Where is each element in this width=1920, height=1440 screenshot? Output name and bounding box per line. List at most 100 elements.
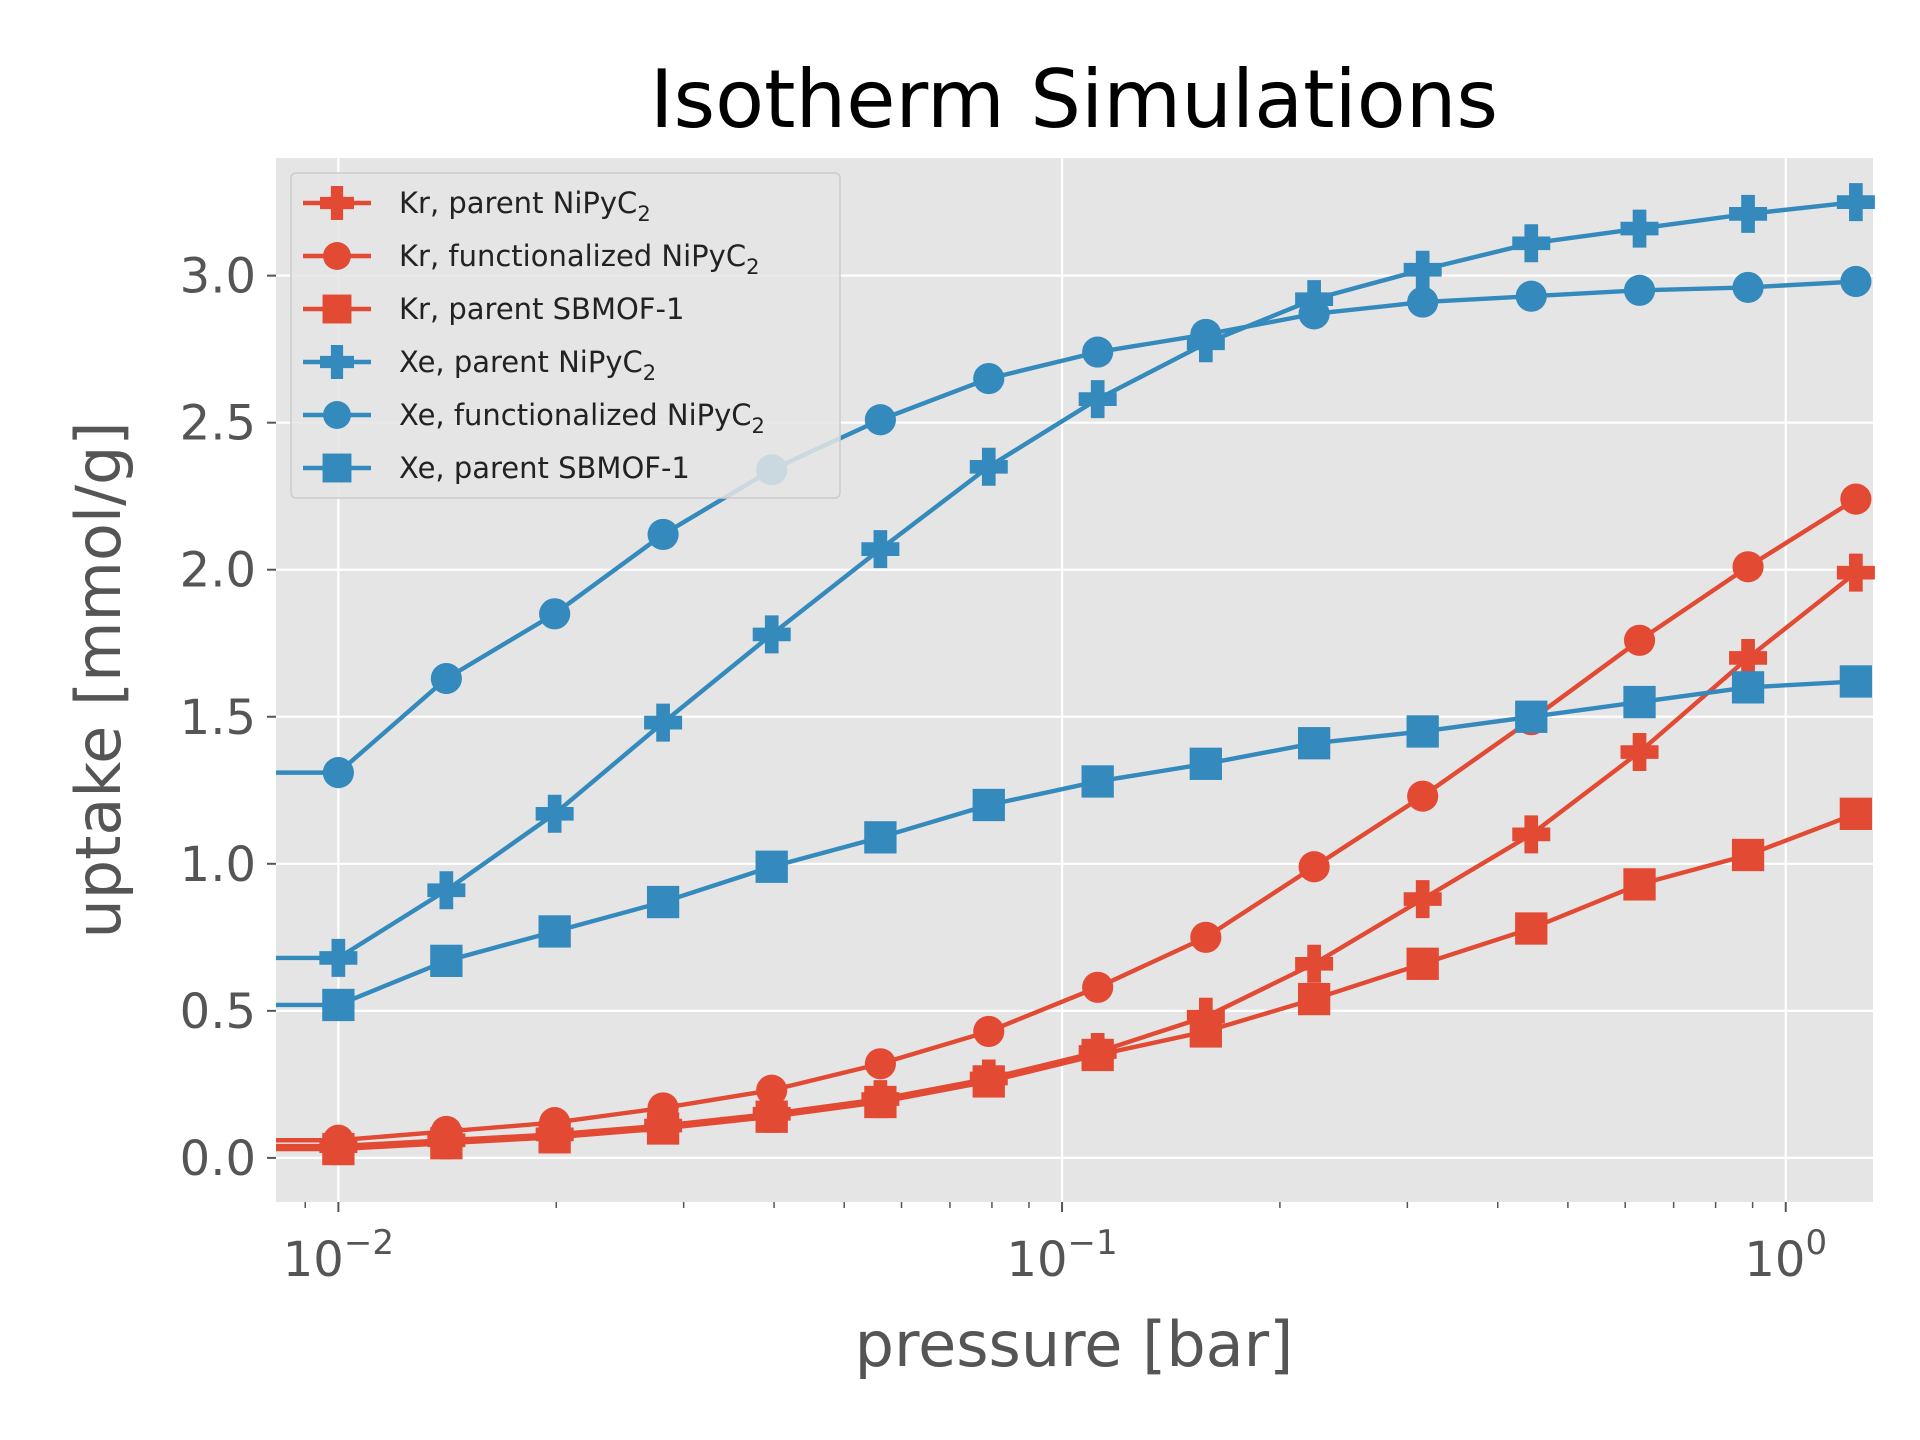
data-point — [1623, 274, 1656, 306]
data-point — [1623, 868, 1656, 901]
data-point — [1406, 715, 1439, 748]
data-point — [972, 788, 1005, 822]
data-point — [322, 1132, 355, 1166]
data-point — [756, 1074, 788, 1106]
y-axis-ticks: 0.0 0.5 1.0 1.5 2.0 2.5 3.0 — [180, 249, 276, 1187]
data-point — [1623, 624, 1656, 656]
data-point — [1731, 838, 1765, 872]
legend-box — [290, 172, 841, 499]
data-point — [973, 362, 1005, 395]
series-xe-circle — [276, 265, 1872, 789]
data-point — [969, 447, 1008, 486]
data-point — [646, 885, 680, 919]
data-point — [1836, 553, 1875, 592]
data-point — [644, 703, 683, 742]
x-tick-label: 10−2 — [283, 1223, 394, 1288]
data-point — [1839, 665, 1873, 698]
data-point — [1407, 780, 1439, 812]
legend-label: Xe, parent NiPyC2 — [399, 345, 656, 385]
chart-title: Isotherm Simulations — [650, 53, 1498, 146]
data-point — [1406, 947, 1439, 980]
legend-marker — [323, 242, 351, 270]
legend-marker — [322, 453, 352, 483]
series-kr-circle — [276, 483, 1872, 1156]
legend-entry: Kr, parent SBMOF-1 — [303, 292, 684, 326]
data-point — [647, 518, 679, 551]
data-point — [1840, 265, 1872, 298]
data-point — [1512, 224, 1551, 263]
data-point — [1403, 880, 1442, 919]
data-point — [1190, 318, 1222, 351]
data-point — [1078, 380, 1117, 419]
data-point — [1189, 1015, 1222, 1048]
x-tick-label: 10−1 — [1006, 1223, 1117, 1288]
legend-marker — [322, 294, 352, 324]
data-point — [864, 821, 897, 854]
legend-label: Kr, functionalized NiPyC2 — [399, 239, 759, 279]
data-point — [322, 988, 355, 1022]
data-point — [861, 530, 900, 569]
y-tick-label: 0.0 — [180, 1131, 256, 1187]
data-point — [752, 615, 791, 654]
x-axis-ticks: 10−2 10−1 100 — [283, 1202, 1827, 1288]
data-point — [973, 1015, 1005, 1048]
legend-label: Xe, parent SBMOF-1 — [399, 451, 690, 485]
legend-marker — [320, 345, 354, 379]
data-point — [1297, 982, 1331, 1016]
data-point — [1295, 944, 1334, 983]
data-point — [755, 850, 788, 883]
data-point — [1620, 209, 1659, 248]
legend-entry: Xe, functionalized NiPyC2 — [303, 398, 765, 438]
data-point — [1081, 1038, 1114, 1072]
data-point — [864, 1085, 897, 1119]
data-point — [1081, 765, 1114, 798]
data-point — [1298, 851, 1330, 883]
data-point — [322, 757, 354, 789]
data-point — [646, 1112, 680, 1145]
data-point — [1515, 700, 1548, 733]
y-tick-label: 1.5 — [180, 690, 256, 746]
legend-entry: Kr, functionalized NiPyC2 — [303, 239, 759, 279]
data-point — [1732, 551, 1764, 583]
series-xe-square — [276, 665, 1873, 1022]
y-tick-label: 3.0 — [180, 249, 256, 305]
data-point — [430, 944, 463, 978]
data-point — [1839, 797, 1873, 830]
series-kr-square — [276, 797, 1873, 1166]
data-point — [1082, 336, 1114, 368]
data-point — [1623, 685, 1656, 719]
data-point — [535, 794, 574, 833]
data-point — [1729, 638, 1768, 677]
legend-marker — [320, 186, 354, 220]
y-tick-label: 1.0 — [180, 837, 256, 893]
data-point — [1732, 271, 1764, 303]
legend-marker — [323, 401, 351, 429]
legend-entry: Xe, parent NiPyC2 — [303, 345, 656, 385]
data-point — [1298, 298, 1330, 330]
data-point — [972, 1065, 1005, 1098]
data-point — [430, 662, 462, 695]
y-tick-label: 2.5 — [180, 396, 256, 452]
data-point — [1515, 280, 1547, 312]
data-point — [319, 938, 358, 977]
y-tick-label: 2.0 — [180, 543, 256, 599]
data-point — [1512, 815, 1551, 854]
data-point — [539, 598, 571, 630]
data-point — [1729, 194, 1768, 233]
x-axis-label: pressure [bar] — [855, 1308, 1294, 1381]
data-point — [1082, 971, 1114, 1003]
legend-label: Xe, functionalized NiPyC2 — [399, 398, 765, 438]
data-point — [1297, 727, 1331, 760]
data-point — [427, 871, 466, 910]
data-point — [1190, 921, 1222, 953]
y-axis-label: uptake [mmol/g] — [62, 421, 135, 938]
data-point — [1840, 483, 1872, 515]
data-point — [1407, 286, 1439, 318]
data-point — [1189, 747, 1222, 780]
data-point — [538, 915, 571, 948]
legend: Kr, parent NiPyC2 Kr, functionalized NiPy… — [290, 172, 841, 499]
legend-entry: Kr, parent NiPyC2 — [303, 186, 651, 226]
data-point — [1731, 671, 1765, 704]
y-tick-label: 0.5 — [180, 984, 256, 1040]
